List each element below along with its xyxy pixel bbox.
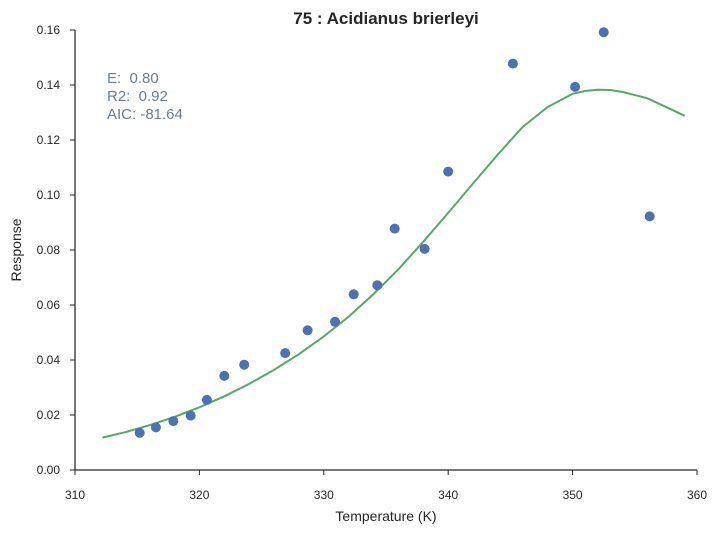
- data-point: [348, 289, 359, 300]
- data-point: [507, 58, 518, 69]
- y-tick-label: 0.16: [37, 23, 61, 37]
- data-point: [372, 280, 383, 291]
- fit-line: [102, 88, 686, 439]
- y-tick-label: 0.04: [37, 353, 61, 367]
- data-point: [330, 316, 340, 327]
- x-tick-label: 330: [314, 488, 334, 502]
- data-point: [168, 416, 179, 427]
- data-point: [185, 410, 196, 421]
- data-points: [134, 27, 655, 438]
- x-tick-label: 320: [189, 488, 209, 502]
- data-point: [201, 394, 212, 405]
- axes: [74, 30, 697, 471]
- x-tick-label: 310: [65, 488, 85, 502]
- y-tick-label: 0.10: [37, 188, 61, 202]
- annotation-aic: AIC: -81.64: [107, 106, 183, 123]
- data-point: [389, 223, 400, 234]
- y-tick-label: 0.02: [37, 408, 61, 422]
- y-ticks: 0.00 0.02 0.04 0.06 0.08 0.10 0.12 0.14 0.16: [37, 23, 75, 477]
- fit-statistics: E: 0.80 R2: 0.92 AIC: -81.64: [107, 70, 183, 123]
- x-tick-label: 350: [563, 488, 583, 502]
- data-point: [239, 359, 250, 370]
- data-point: [280, 348, 291, 359]
- x-axis-label: Temperature (K): [335, 508, 436, 524]
- data-point: [570, 81, 581, 92]
- x-tick-label: 360: [687, 488, 707, 502]
- y-axis-label: Response: [8, 218, 24, 281]
- y-tick-label: 0.14: [37, 78, 61, 92]
- data-point: [443, 166, 454, 177]
- y-tick-label: 0.08: [37, 243, 61, 257]
- data-point: [219, 370, 230, 381]
- y-tick-label: 0.12: [37, 133, 61, 147]
- fit-line-group: [102, 88, 686, 439]
- data-point: [644, 211, 655, 222]
- data-point: [134, 427, 145, 438]
- x-ticks: 310 320 330 340 350 360: [65, 470, 707, 502]
- x-tick-label: 340: [438, 488, 458, 502]
- annotation-r2: R2: 0.92: [107, 88, 168, 105]
- y-tick-label: 0.06: [37, 298, 61, 312]
- y-tick-label: 0.00: [37, 463, 61, 477]
- chart-title: 75 : Acidianus brierleyi: [293, 9, 479, 28]
- data-point: [419, 243, 430, 254]
- data-point: [150, 422, 161, 433]
- data-point: [598, 27, 609, 38]
- annotation-e: E: 0.80: [107, 70, 159, 87]
- data-point: [302, 325, 313, 336]
